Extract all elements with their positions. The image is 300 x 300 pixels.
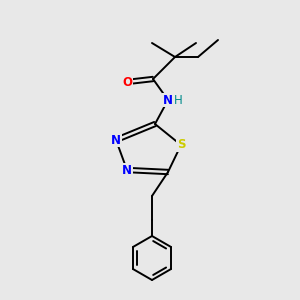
Text: O: O [122,76,132,88]
Text: H: H [174,94,182,106]
Text: N: N [111,134,121,146]
Text: N: N [122,164,132,176]
Text: S: S [177,139,185,152]
Text: N: N [163,94,173,106]
